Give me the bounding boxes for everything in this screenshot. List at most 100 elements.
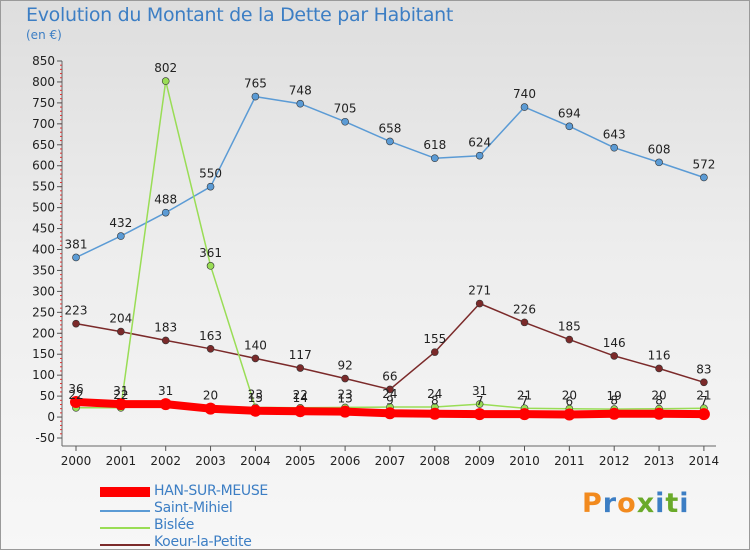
data-point [520, 103, 529, 111]
data-label: 705 [334, 102, 357, 116]
data-point [565, 335, 574, 344]
legend-label: Koeur-la-Petite [154, 534, 252, 550]
legend-label: Saint-Mihiel [154, 500, 233, 516]
x-tick-label: 2008 [420, 454, 451, 468]
x-tick-label: 2011 [554, 454, 585, 468]
axes: -50 0 50 100 150 200 250 300 350 400 450 500 550 600 6… [32, 54, 719, 468]
data-point [700, 378, 708, 387]
data-label: 6 [566, 395, 574, 409]
data-point [697, 408, 710, 421]
data-label: 748 [289, 84, 312, 98]
data-point [383, 407, 396, 420]
x-tick-label: 2004 [240, 454, 271, 468]
data-point [206, 344, 215, 353]
data-label: 361 [199, 246, 222, 260]
data-label: 643 [603, 128, 626, 142]
data-label: 9 [386, 393, 394, 407]
y-tick-label: -50 [35, 431, 55, 445]
data-label: 185 [558, 320, 581, 334]
data-label: 13 [337, 392, 352, 406]
data-point [114, 398, 127, 411]
data-label: 21 [517, 388, 532, 402]
y-tick-label: 750 [32, 96, 55, 110]
data-label: 22 [68, 388, 83, 402]
data-point [251, 354, 260, 363]
data-label: 432 [109, 216, 132, 230]
x-tick-label: 2014 [689, 454, 720, 468]
data-label: 765 [244, 77, 267, 91]
data-label: 204 [109, 312, 132, 326]
data-label: 92 [337, 359, 352, 373]
legend-swatch [100, 487, 150, 497]
data-label: 7 [700, 394, 708, 408]
legend-label: HAN-SUR-MEUSE [154, 483, 268, 499]
data-label: 488 [154, 193, 177, 207]
data-point [563, 408, 576, 421]
data-label: 14 [293, 391, 308, 405]
data-point [430, 348, 439, 356]
data-label: 116 [648, 348, 671, 362]
data-label: 19 [607, 389, 622, 403]
data-point [428, 407, 441, 420]
data-label: 550 [199, 167, 222, 181]
data-label: 802 [154, 61, 177, 75]
data-label: 20 [651, 389, 666, 403]
data-label: 155 [423, 332, 446, 346]
data-point [475, 299, 484, 308]
data-label: 31 [113, 384, 128, 398]
data-label: 23 [337, 387, 352, 401]
data-label: 22 [113, 388, 128, 402]
data-label: 23 [248, 387, 263, 401]
data-point [475, 400, 484, 408]
x-tick-label: 2001 [106, 454, 137, 468]
data-label: 740 [513, 87, 536, 101]
data-point [296, 99, 305, 108]
data-point [386, 385, 394, 394]
data-label: 146 [603, 336, 626, 350]
legend-label: Bislée [154, 517, 195, 533]
x-tick-label: 2006 [330, 454, 361, 468]
data-point [700, 173, 708, 182]
data-label: 226 [513, 302, 536, 316]
data-point [341, 374, 349, 383]
y-tick-label: 600 [32, 159, 55, 173]
data-point [161, 77, 170, 85]
x-tick-label: 2007 [375, 454, 406, 468]
y-tick-label: 250 [32, 305, 55, 319]
y-tick-label: 700 [32, 117, 55, 131]
data-point [520, 318, 529, 327]
y-tick-label: 400 [32, 243, 55, 257]
data-point [565, 122, 574, 131]
data-point [206, 262, 215, 270]
data-label: 381 [65, 237, 88, 251]
data-label: 8 [610, 394, 618, 408]
y-tick-label: 800 [32, 75, 55, 89]
data-label: 8 [431, 394, 439, 408]
data-point [339, 405, 352, 418]
data-point [655, 364, 663, 373]
y-tick-label: 150 [32, 347, 55, 361]
y-tick-label: 0 [47, 410, 55, 424]
proxiti-logo: Proxiti [582, 488, 690, 519]
data-label: 608 [648, 142, 671, 156]
x-tick-label: 2002 [150, 454, 181, 468]
data-point [72, 319, 80, 328]
x-tick-label: 2000 [61, 454, 92, 468]
x-tick-label: 2005 [285, 454, 316, 468]
data-label: 36 [68, 382, 83, 396]
data-point [430, 154, 439, 162]
data-point [518, 408, 531, 421]
data-label: 117 [289, 348, 312, 362]
data-label: 31 [472, 384, 487, 398]
data-point [72, 253, 80, 262]
data-label: 7 [521, 394, 529, 408]
data-point [117, 327, 125, 336]
data-point [161, 208, 170, 217]
data-label: 21 [696, 388, 711, 402]
y-tick-label: 100 [32, 368, 55, 382]
data-point [608, 407, 621, 420]
data-label: 140 [244, 338, 267, 352]
data-point [251, 92, 260, 101]
